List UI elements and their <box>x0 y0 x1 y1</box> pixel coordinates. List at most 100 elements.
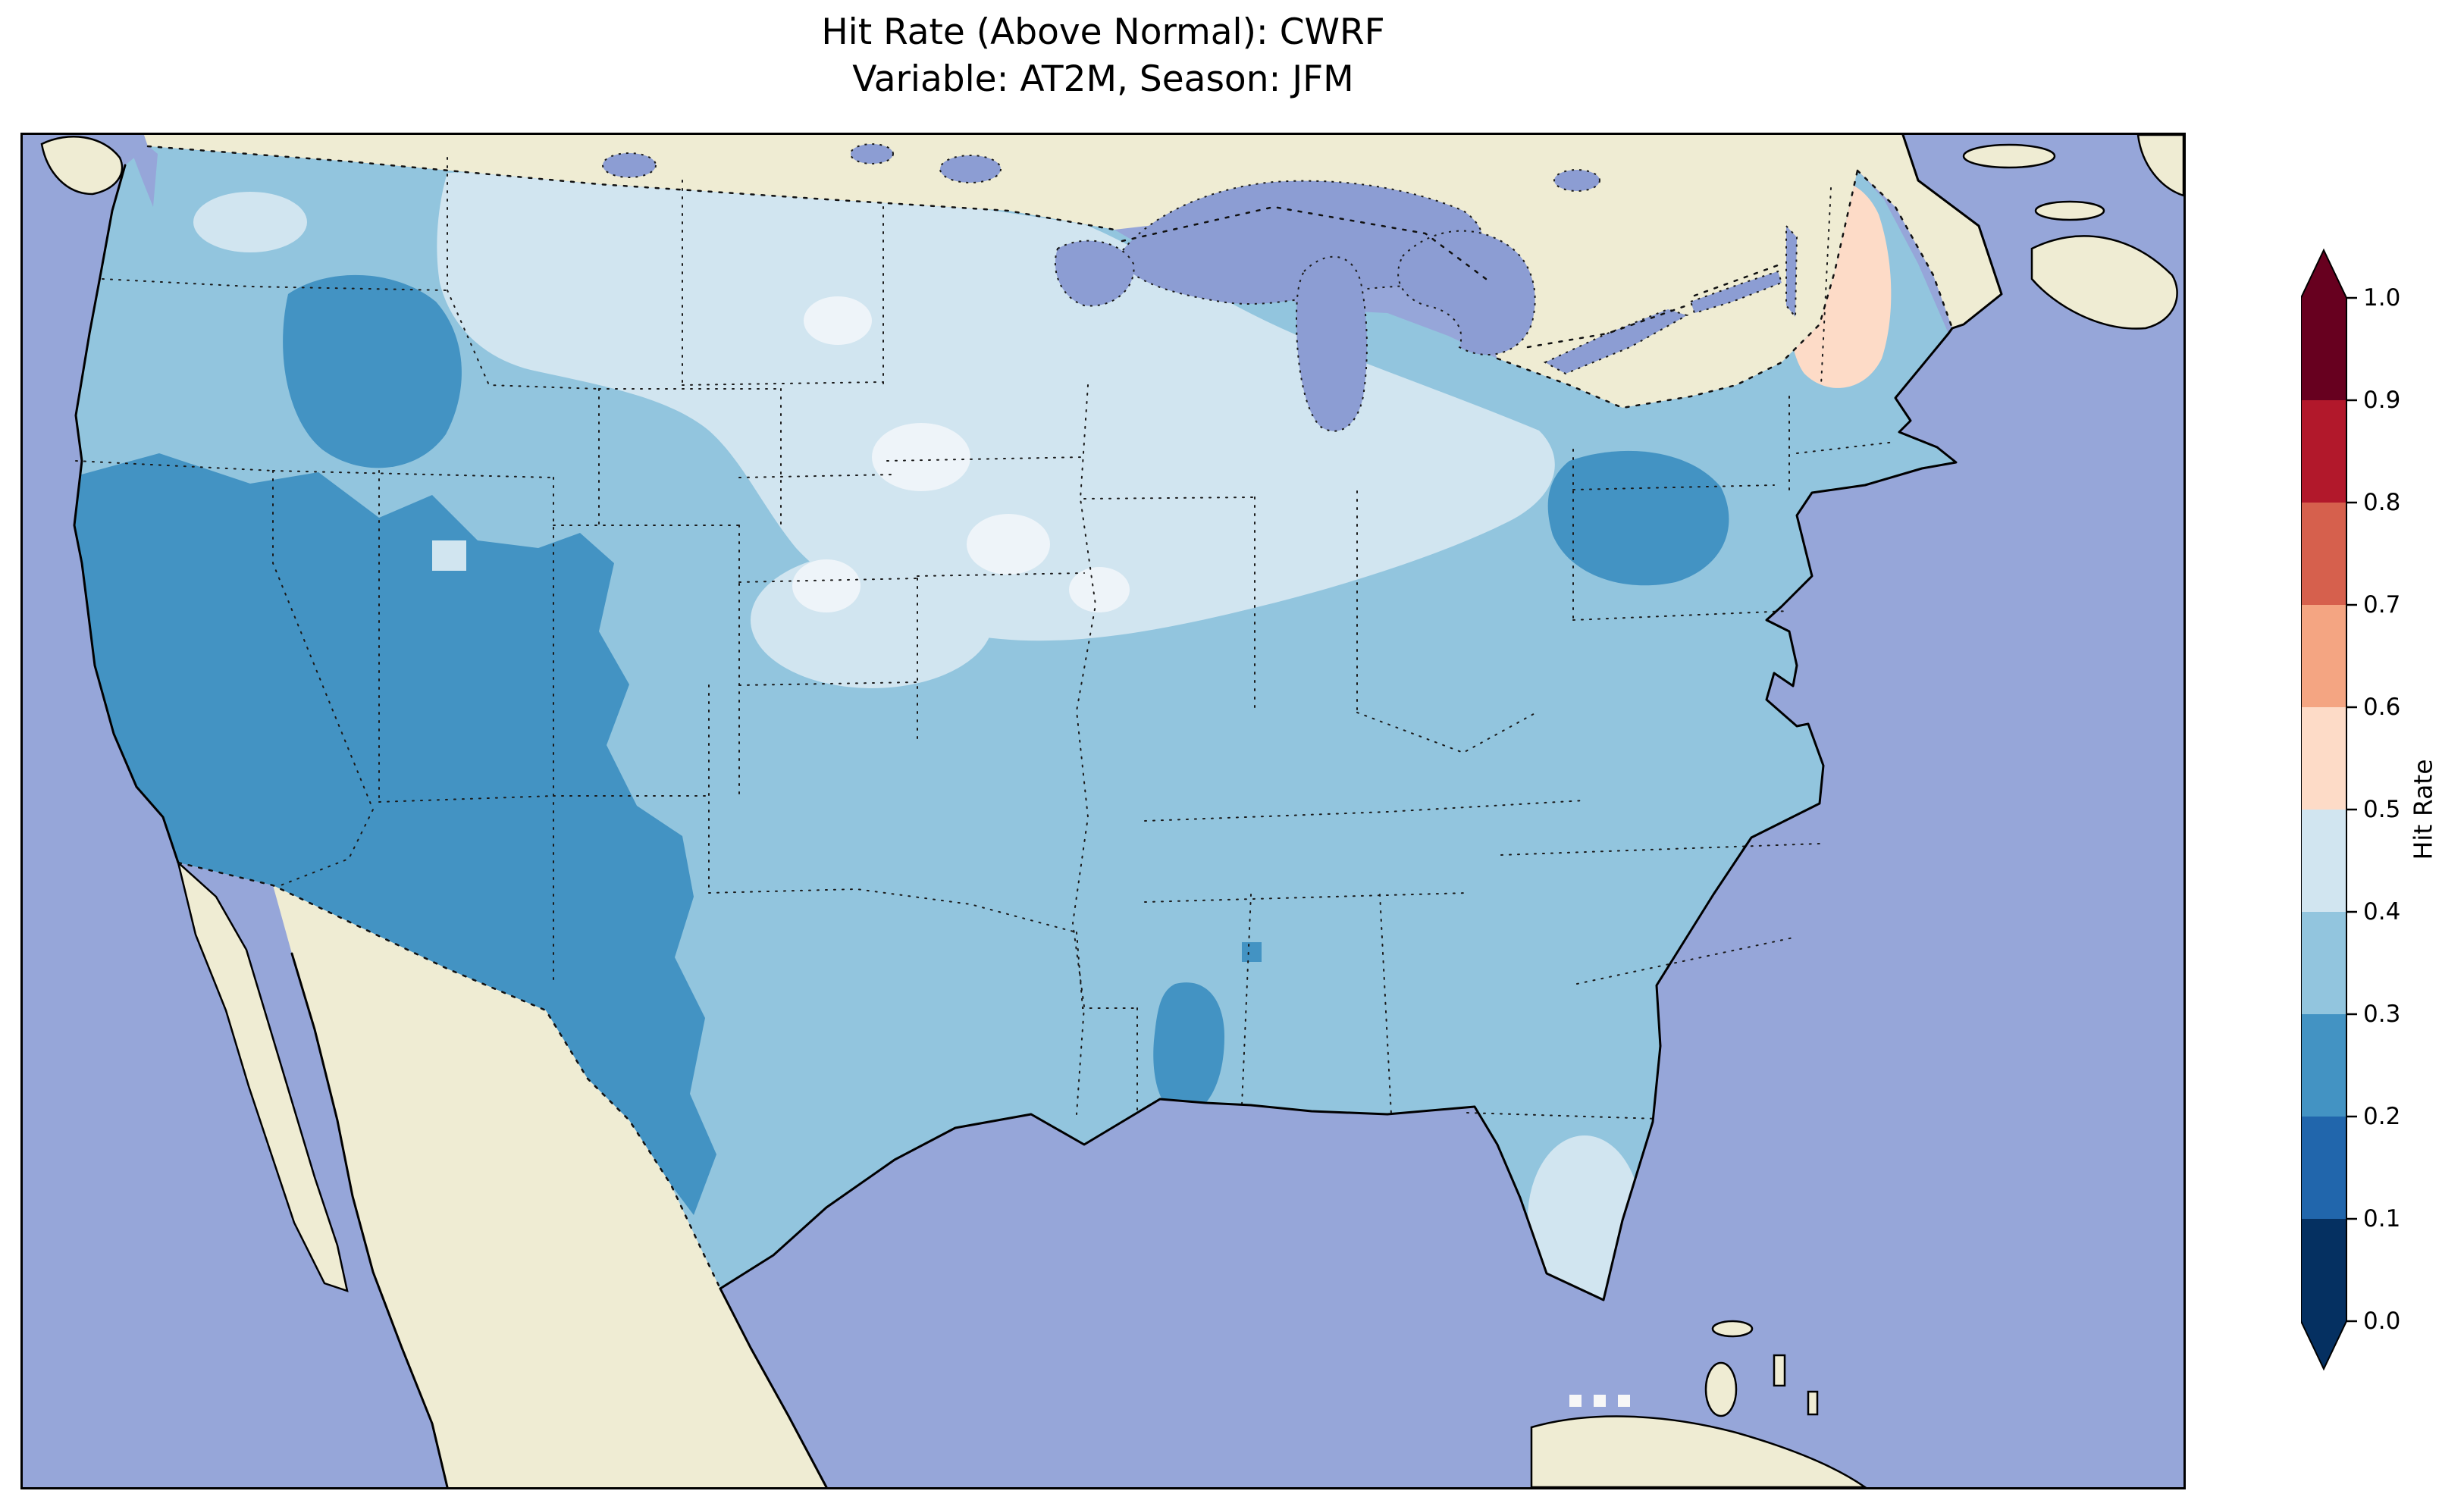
us-mexico-border <box>177 861 722 1290</box>
colorbar-tick-labels: 1.0 0.9 0.8 0.7 0.6 0.5 0.4 0.3 0.2 0.1 … <box>2363 284 2400 1335</box>
us-hit-rate-map <box>23 135 2183 1487</box>
tick-label: 0.4 <box>2363 898 2400 926</box>
great-lakes <box>602 143 1798 432</box>
colorbar-bin-02-03 <box>2301 1014 2346 1117</box>
state-border-line <box>708 888 1077 933</box>
tick-label: 0.0 <box>2363 1308 2400 1335</box>
cuba <box>1530 1415 1867 1487</box>
coastlines <box>73 135 2003 1487</box>
canada-landmass <box>144 135 2002 408</box>
andros-island <box>1704 1361 1738 1417</box>
patch-small-dark-cell <box>1242 942 1262 962</box>
state-border-line <box>1500 843 1820 856</box>
maritime-coastline <box>1901 135 2003 335</box>
state-border-line <box>1144 892 1468 903</box>
hit-rate-patches <box>74 171 1892 1300</box>
state-border-line <box>1820 187 1832 386</box>
tick-label: 0.9 <box>2363 387 2400 414</box>
patch-kansas-hit-04-05 <box>751 552 993 688</box>
us-canada-border-ontario <box>1693 264 1779 297</box>
cell-utah-pale <box>432 540 466 571</box>
state-border-line <box>1241 894 1252 1106</box>
mexico-east-coastline <box>719 1287 828 1487</box>
state-border-line <box>1076 932 1138 1009</box>
tick-label: 0.6 <box>2363 694 2400 721</box>
map-axes <box>20 133 2186 1489</box>
tick-label: 0.7 <box>2363 591 2400 619</box>
vancouver-island <box>40 136 124 196</box>
colorbar-ticks <box>2346 296 2357 1323</box>
cell-dakota-pale <box>804 296 872 345</box>
state-borders <box>75 157 1896 1120</box>
state-border-line <box>1379 894 1392 1115</box>
state-border-line <box>917 572 1085 577</box>
state-border-line <box>272 470 554 478</box>
colorbar-bin-05-06 <box>2301 707 2346 810</box>
colorbar-bin-03-04 <box>2301 912 2346 1014</box>
colorbar-bin-08-09 <box>2301 400 2346 503</box>
minnesota-border-waters <box>1054 240 1135 307</box>
colorbar-axis-label: Hit Rate <box>2408 759 2438 860</box>
white-cell-keys-3 <box>1618 1395 1630 1407</box>
patch-arkansas-hit-02-03 <box>1153 982 1224 1117</box>
cell-illinois-pale <box>1069 567 1130 612</box>
colorbar-bin-09-10 <box>2301 298 2346 400</box>
us-canada-border-maine <box>1856 169 1954 330</box>
colorbar: 1.0 0.9 0.8 0.7 0.6 0.5 0.4 0.3 0.2 0.1 … <box>2300 246 2464 1376</box>
state-border-line <box>272 470 375 888</box>
state-border-line <box>1572 610 1790 621</box>
tick-label: 1.0 <box>2363 284 2400 312</box>
state-border-line <box>75 460 274 471</box>
long-island-bahamas <box>1807 1390 1819 1416</box>
state-border-line <box>1466 1112 1659 1120</box>
tick-label: 0.1 <box>2363 1205 2400 1232</box>
mexico-west-coastline <box>290 952 449 1487</box>
colorbar-arrow-bottom <box>2301 1321 2346 1369</box>
prince-edward-island <box>2034 200 2105 221</box>
state-border-line <box>682 381 884 386</box>
us-canada-border-erie <box>1526 304 1688 349</box>
anticosti-island <box>1962 143 2056 169</box>
puget-sound <box>130 135 158 207</box>
baja-california-peninsula <box>176 860 349 1292</box>
colorbar-arrow-top <box>2301 250 2346 298</box>
tick-label: 0.8 <box>2363 489 2400 516</box>
country-borders <box>146 145 1954 1290</box>
state-border-line <box>102 278 448 291</box>
state-border-line <box>1083 496 1256 500</box>
patch-idaho-hit-02-03 <box>283 274 462 468</box>
newfoundland-corner <box>2136 135 2183 197</box>
lake-erie <box>1543 308 1689 375</box>
canadian-lake-4 <box>1553 169 1600 192</box>
state-border-line <box>447 290 600 390</box>
colorbar-bin-06-07 <box>2301 605 2346 707</box>
colorbar-bin-07-08 <box>2301 503 2346 605</box>
colorbar-bin-00-01 <box>2301 1219 2346 1321</box>
white-cell-keys-1 <box>1569 1395 1582 1407</box>
canadian-lake-2 <box>850 143 894 164</box>
patch-southwest-hit-02-03 <box>74 453 716 1215</box>
cell-nebraska-pale <box>872 423 970 491</box>
tick-label: 0.5 <box>2363 796 2400 823</box>
lake-champlain <box>1785 224 1798 319</box>
canadian-lake-3 <box>939 155 1002 183</box>
title-line-1: Hit Rate (Above Normal): CWRF <box>821 11 1385 53</box>
cell-iowa-pale <box>967 514 1050 575</box>
lake-ontario <box>1689 270 1783 315</box>
lake-michigan <box>1295 255 1368 432</box>
cell-kansas-pale <box>792 559 861 612</box>
state-border-line <box>738 474 895 478</box>
us-canada-border-east <box>1496 169 1859 409</box>
state-border-line <box>1796 441 1896 454</box>
canadian-lake-1 <box>602 152 657 178</box>
tick-label: 0.2 <box>2363 1103 2400 1130</box>
title-line-2: Variable: AT2M, Season: JFM <box>852 58 1354 100</box>
grand-bahama <box>1711 1320 1754 1338</box>
patch-washington-hit-04-05 <box>193 192 307 252</box>
patch-pennsylvania-hit-02-03 <box>1547 450 1729 586</box>
gulf-atlantic-coastline <box>719 332 1958 1301</box>
pacific-coastline <box>73 164 180 864</box>
islands <box>40 135 2183 1487</box>
us-canada-border-west <box>146 145 1116 231</box>
nova-scotia <box>2030 235 2178 330</box>
